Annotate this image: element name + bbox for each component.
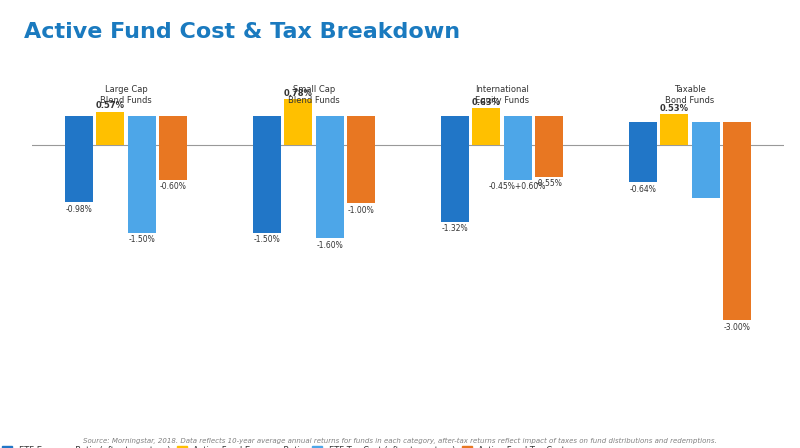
Text: -0.45%+0.60%: -0.45%+0.60% [489, 182, 546, 191]
Bar [691, 145, 720, 198]
Bar [159, 116, 187, 145]
Bar [315, 116, 344, 145]
Text: 0.53%: 0.53% [660, 104, 689, 113]
Text: -0.55%: -0.55% [535, 179, 562, 189]
Bar [127, 116, 156, 145]
Text: Small Cap
Blend Funds: Small Cap Blend Funds [288, 85, 340, 105]
Text: Active Fund Cost & Tax Breakdown: Active Fund Cost & Tax Breakdown [24, 22, 460, 43]
Text: -1.00%: -1.00% [348, 206, 374, 215]
Text: -0.98%: -0.98% [66, 205, 92, 214]
Bar [347, 145, 375, 203]
Bar [127, 145, 156, 233]
Bar [691, 121, 720, 145]
Text: 0.57%: 0.57% [96, 101, 125, 111]
Bar [723, 121, 751, 145]
Text: Taxable
Bond Funds: Taxable Bond Funds [666, 85, 714, 105]
Bar [253, 145, 281, 233]
Bar [347, 116, 375, 145]
Bar [65, 116, 93, 145]
Bar [535, 116, 563, 145]
Bar [503, 145, 532, 180]
Text: Source: Morningstar, 2018. Data reflects 10-year average annual returns for fund: Source: Morningstar, 2018. Data reflects… [83, 437, 717, 444]
Text: 0.78%: 0.78% [284, 89, 313, 98]
Bar [535, 145, 563, 177]
Text: -1.60%: -1.60% [316, 241, 343, 250]
Text: 0.63%: 0.63% [472, 98, 501, 107]
Bar [159, 145, 187, 180]
Text: -0.60%: -0.60% [159, 182, 186, 191]
Bar [65, 145, 93, 202]
Bar [253, 116, 281, 145]
Bar [441, 145, 469, 222]
Bar [315, 145, 344, 238]
Bar [96, 112, 125, 145]
Text: -0.64%: -0.64% [630, 185, 657, 194]
Bar [441, 116, 469, 145]
Bar [629, 145, 657, 182]
Text: -1.50%: -1.50% [128, 235, 155, 244]
Text: International
Equity Funds: International Equity Funds [475, 85, 529, 105]
Text: -3.00%: -3.00% [723, 323, 750, 332]
Bar [660, 114, 689, 145]
Text: -1.32%: -1.32% [442, 224, 468, 233]
Text: -1.50%: -1.50% [254, 235, 280, 244]
Bar [284, 99, 313, 145]
Bar [629, 121, 657, 145]
Bar [503, 116, 532, 145]
Bar [723, 145, 751, 320]
Legend: ETF Expense Ratio (after-tax return), Active Fund Expense Ratio, ETF Tax Cost (a: ETF Expense Ratio (after-tax return), Ac… [0, 443, 569, 448]
Bar [472, 108, 501, 145]
Text: Large Cap
Blend Funds: Large Cap Blend Funds [100, 85, 152, 105]
